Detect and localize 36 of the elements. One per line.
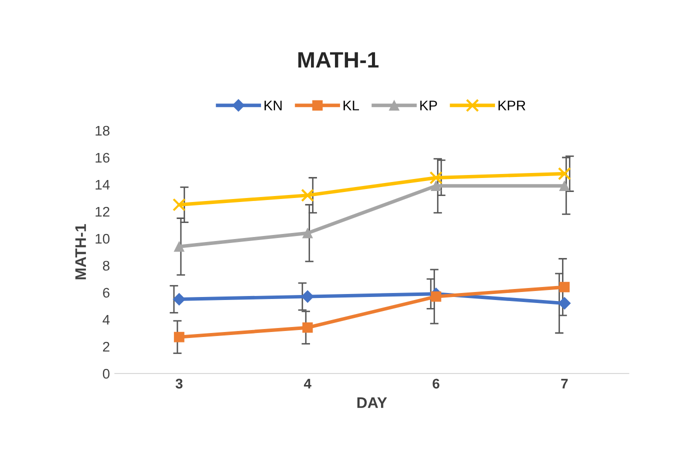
- legend-label: KP: [420, 100, 437, 110]
- point: [302, 228, 313, 238]
- y-tick-label: 18: [96, 126, 110, 136]
- point: [172, 293, 186, 306]
- point: [429, 171, 443, 184]
- point: [174, 332, 184, 342]
- y-tick-label: 0: [102, 368, 110, 379]
- y-tick-label: 14: [96, 180, 110, 190]
- x-tick-label: 4: [304, 378, 312, 388]
- x-axis-title: DAY: [357, 397, 387, 408]
- point: [301, 290, 314, 303]
- x-tick-label: 7: [561, 378, 568, 388]
- point: [430, 291, 442, 302]
- legend-label: KPR: [498, 100, 526, 110]
- legend-label: KN: [264, 100, 282, 110]
- y-tick-label: 12: [96, 206, 110, 217]
- chart-title: MATH-1: [298, 52, 379, 68]
- y-tick-label: 8: [102, 260, 110, 271]
- y-tick-label: 6: [103, 288, 110, 298]
- x-tick-label: 6: [432, 378, 440, 389]
- point: [430, 180, 442, 192]
- y-tick-label: 4: [102, 314, 110, 325]
- point: [558, 297, 571, 310]
- point: [174, 241, 184, 252]
- legend-label: KL: [344, 100, 359, 110]
- point: [302, 322, 313, 333]
- y-tick-label: 16: [96, 152, 110, 163]
- y-tick-label: 10: [96, 234, 110, 244]
- y-tick-label: 2: [103, 342, 110, 352]
- point: [559, 180, 570, 192]
- point: [559, 282, 570, 292]
- x-tick-label: 3: [176, 378, 182, 389]
- y-axis-title: MATH-1: [75, 224, 86, 280]
- point: [300, 188, 314, 202]
- point: [558, 167, 572, 180]
- point: [172, 198, 186, 212]
